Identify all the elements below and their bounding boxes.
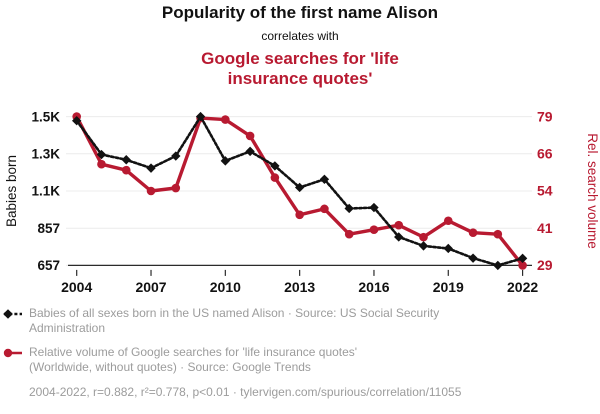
data-point-circle [121,165,131,175]
data-point-diamond [443,243,453,254]
data-point-diamond [72,115,82,126]
chart-header: Popularity of the first name Alison corr… [0,0,600,89]
data-point-circle [146,186,156,196]
data-point-circle [369,225,379,234]
data-point-diamond [220,156,231,166]
x-tick-label: 2004 [61,279,92,295]
data-point-diamond [171,151,181,161]
data-point-diamond [294,182,305,193]
data-point-diamond [394,232,404,242]
data-point-diamond [195,111,206,122]
chart-title: Popularity of the first name Alison [161,3,439,22]
data-point-circle [295,210,304,220]
chart-subtitle-red: Google searches for 'life insurance quot… [0,49,600,89]
data-point-diamond [493,260,503,271]
chart-subtitle-line2: insurance quotes' [227,69,373,88]
right-axis-title: Rel. search volume [585,133,600,249]
data-point-diamond [121,155,131,165]
data-point-circle [394,220,404,230]
left-tick-label: 1.3K [31,147,60,162]
data-point-circle [443,216,453,226]
legend-item-babies-label: Babies of all sexes born in the US named… [29,306,439,336]
left-tick-label: 1.1K [31,184,60,199]
right-tick-label: 54 [537,183,553,199]
right-axis: 79 66 54 41 29 Rel. search volume [537,108,600,273]
x-tick-label: 2013 [284,279,315,295]
right-tick-label: 41 [537,220,553,236]
data-point-circle [97,159,106,169]
right-tick-label: 66 [537,146,553,162]
data-point-diamond [146,163,156,173]
chart-area: 2004 2007 2010 2013 2016 2019 2022 1.5K 1.3K 1.1K… [0,98,600,309]
right-tick-label: 29 [537,257,553,273]
left-tick-label: 657 [37,258,60,273]
stats-footer: 2004-2022, r=0.882, r²=0.778, p<0.01 · t… [29,385,462,399]
data-point-circle [171,183,181,193]
legend-diamond-glyph [3,309,13,319]
x-tick-label: 2019 [433,279,464,295]
legend-babies-line1: Babies of all sexes born in the US named… [29,306,440,320]
data-point-diamond [344,203,354,214]
data-point-diamond [245,146,255,157]
data-point-circle [493,229,503,239]
data-point-circle [221,115,230,124]
circle-solid-line-icon [3,348,22,358]
data-point-circle [245,131,255,141]
chart-subtitle-line1: Google searches for 'life [201,49,399,68]
data-point-circle [270,173,280,182]
x-tick-label: 2010 [210,279,241,295]
data-point-diamond [319,174,330,184]
series-babies [72,111,528,271]
legend-circle-glyph [3,348,13,358]
data-point-diamond [270,161,280,171]
chart-connector-text: correlates with [261,29,339,43]
data-point-diamond [418,241,429,251]
x-tick-label: 2022 [507,279,538,295]
x-tick-label: 2007 [135,279,166,295]
data-point-diamond [517,253,528,264]
data-point-diamond [369,202,379,213]
legend-item-searches: Relative volume of Google searches for '… [3,345,594,375]
left-axis-title: Babies born [4,155,19,227]
legend-item-searches-label: Relative volume of Google searches for '… [29,345,357,375]
correlation-line-chart: 2004 2007 2010 2013 2016 2019 2022 1.5K 1.3K 1.1K… [4,108,600,295]
x-tick-label: 2016 [358,279,389,295]
legend-searches-line1: Relative volume of Google searches for '… [29,345,358,359]
data-point-circle [344,229,354,239]
data-point-diamond [468,253,478,263]
left-tick-label: 1.5K [31,109,60,124]
data-point-circle [518,261,527,270]
legend: Babies of all sexes born in the US named… [3,306,594,400]
legend-babies-line2: Administration [29,321,106,335]
legend-item-babies: Babies of all sexes born in the US named… [3,306,594,336]
data-point-circle [320,204,329,214]
left-axis: 1.5K 1.3K 1.1K 857 657 Babies born [4,109,60,273]
x-axis: 2004 2007 2010 2013 2016 2019 2022 [61,264,538,295]
diamond-dashed-line-icon [3,309,22,319]
data-point-circle [468,228,478,237]
data-point-circle [419,232,428,242]
data-point-diamond [96,149,107,160]
left-tick-label: 857 [37,221,60,236]
legend-searches-line2: (Worldwide, without quotes) · Source: Go… [29,360,311,374]
right-tick-label: 79 [537,108,553,124]
